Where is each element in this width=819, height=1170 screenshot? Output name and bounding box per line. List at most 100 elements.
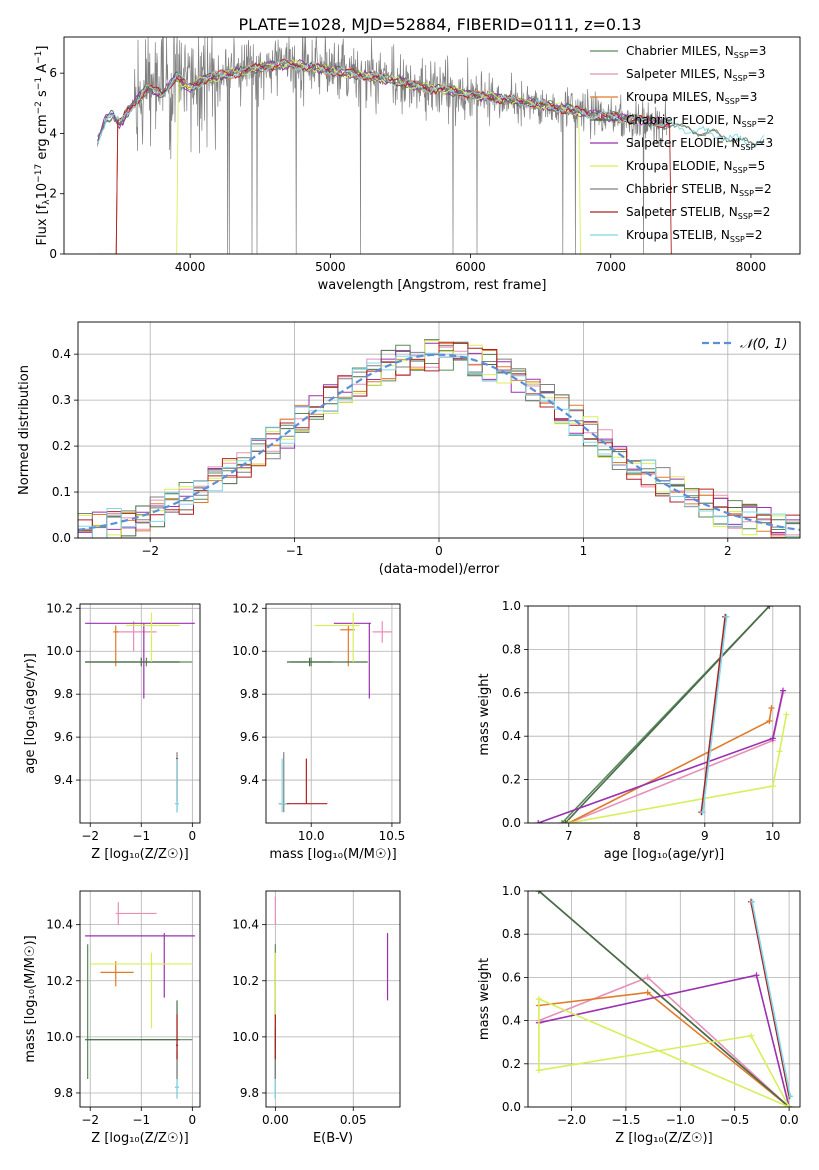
mass-weight-point bbox=[776, 748, 783, 755]
y-tick-label: 9.8 bbox=[240, 687, 259, 701]
x-axis-label: mass [log₁₀(M/M☉)] bbox=[269, 847, 396, 862]
mass-vs-ebv-plot: 0.00 0.05 9.8 10.0 10.2 10.4 E(B-V) bbox=[232, 890, 401, 1146]
axes-frame bbox=[527, 890, 801, 1108]
mass-weight-point bbox=[749, 898, 756, 905]
y-axis-label: Flux [fλ10−17 erg cm−2 s−1 A−1] bbox=[34, 46, 52, 246]
y-tick-label: 0.0 bbox=[502, 1100, 521, 1114]
y-tick-label: 9.8 bbox=[54, 1086, 73, 1100]
x-tick-label: 10.5 bbox=[379, 829, 406, 843]
mass-weight-point bbox=[769, 735, 776, 742]
axes-frame bbox=[63, 36, 801, 255]
normal-distribution-curve bbox=[78, 353, 800, 531]
x-tick-label: −1 bbox=[132, 829, 150, 843]
x-tick-label: −2 bbox=[81, 829, 99, 843]
x-tick-label: −1.0 bbox=[666, 1113, 695, 1127]
x-tick-label: 7000 bbox=[595, 260, 626, 274]
x-axis-label: Z [log₁₀(Z/Z☉)] bbox=[91, 1131, 188, 1146]
plot-area bbox=[535, 891, 794, 1107]
y-axis-label: mass weight bbox=[477, 958, 492, 1040]
x-tick-label: 0.00 bbox=[262, 1113, 289, 1127]
observed-spectrum-line bbox=[97, 37, 668, 254]
axes-frame bbox=[265, 890, 401, 1108]
mass-weight-series-line bbox=[568, 714, 788, 823]
mass-weight-point bbox=[535, 820, 542, 823]
legend-entry: Salpeter ELODIE, NSSP=3 bbox=[626, 136, 773, 152]
y-tick-label: 1.0 bbox=[502, 884, 521, 898]
residuals-histogram-plot: −2 −1 0 1 2 0.0 0.1 0.2 0.3 0.4 (data-model)/error… bbox=[17, 321, 801, 577]
y-axis-label: age [log₁₀(age/yr)] bbox=[23, 653, 38, 774]
legend-entry: Kroupa MILES, NSSP=3 bbox=[626, 90, 757, 106]
mass-weight-point bbox=[753, 972, 760, 979]
mass-weight-series-line bbox=[568, 707, 773, 823]
legend-entry: Kroupa ELODIE, NSSP=5 bbox=[626, 159, 765, 175]
x-tick-label: 7 bbox=[565, 829, 573, 843]
y-tick-label: 9.8 bbox=[54, 687, 73, 701]
y-tick-label: 10.0 bbox=[46, 1030, 73, 1044]
legend-entry: Salpeter STELIB, NSSP=2 bbox=[626, 205, 770, 221]
x-tick-label: 0.0 bbox=[780, 1113, 799, 1127]
mass-weight-vs-metallicity-plot: −2.0 −1.5 −1.0 −0.5 0.0 0.0 0.2 0.4 0.6 0.8 1.0 Z [… bbox=[477, 884, 801, 1146]
mass-weight-point bbox=[769, 783, 776, 790]
y-tick-label: 6 bbox=[49, 66, 57, 80]
mass-vs-metallicity-plot: −2 −1 0 9.8 10.0 10.2 10.4 Z [log₁₀(Z/Z☉)] mass … bbox=[23, 890, 201, 1146]
x-axis-label: (data-model)/error bbox=[379, 562, 500, 577]
plot-area bbox=[97, 37, 765, 254]
mass-weight-point bbox=[565, 820, 572, 823]
x-axis-label: wavelength [Angstrom, rest frame] bbox=[318, 278, 547, 293]
mass-weight-point bbox=[768, 704, 775, 711]
model-spectrum-line bbox=[97, 59, 670, 254]
mass-weight-series-line bbox=[700, 616, 726, 813]
x-tick-label: −2.0 bbox=[557, 1113, 586, 1127]
axes-frame bbox=[79, 603, 201, 824]
x-tick-label: 0 bbox=[435, 544, 443, 558]
mass-weight-point bbox=[787, 1093, 794, 1100]
mass-weight-series-line bbox=[564, 606, 770, 823]
y-tick-label: 10.0 bbox=[46, 644, 73, 658]
y-tick-label: 2 bbox=[49, 187, 57, 201]
x-axis-label: Z [log₁₀(Z/Z☉)] bbox=[615, 1131, 712, 1146]
x-tick-label: −1.5 bbox=[611, 1113, 640, 1127]
x-tick-label: 0 bbox=[189, 829, 197, 843]
y-tick-label: 0.1 bbox=[52, 485, 71, 499]
x-tick-label: 4000 bbox=[175, 260, 206, 274]
y-tick-label: 10.2 bbox=[46, 974, 73, 988]
x-tick-label: 0.05 bbox=[340, 1113, 367, 1127]
y-tick-label: 0.4 bbox=[502, 1014, 521, 1028]
x-tick-label: −0.5 bbox=[720, 1113, 749, 1127]
x-tick-label: 8 bbox=[633, 829, 641, 843]
mass-weight-point bbox=[786, 1104, 793, 1107]
x-tick-label: 10.0 bbox=[298, 829, 325, 843]
y-axis-label: mass weight bbox=[477, 673, 492, 755]
mass-weight-point bbox=[644, 974, 651, 981]
model-spectrum-line bbox=[97, 58, 764, 254]
x-tick-label: 1 bbox=[580, 544, 588, 558]
mass-weight-point bbox=[766, 718, 773, 725]
x-tick-label: 9 bbox=[701, 829, 709, 843]
age-vs-metallicity-plot: −2 −1 0 9.4 9.6 9.8 10.0 10.2 Z [log₁₀(Z/Z☉)] age… bbox=[23, 601, 201, 862]
x-axis-label: E(B-V) bbox=[313, 1131, 353, 1146]
y-axis-label: Normed distribution bbox=[17, 365, 32, 495]
mass-weight-point bbox=[699, 809, 706, 816]
axes-frame bbox=[527, 605, 801, 824]
y-tick-label: 9.8 bbox=[240, 1086, 259, 1100]
mass-weight-vs-age-plot: 7 8 9 10 0.0 0.2 0.4 0.6 0.8 1.0 age [log₁₀(age/yr… bbox=[477, 599, 801, 862]
y-tick-label: 0.8 bbox=[502, 642, 521, 656]
mass-weight-series-line bbox=[538, 974, 790, 1107]
mass-weight-point bbox=[783, 711, 790, 718]
mass-weight-series-line bbox=[702, 616, 728, 813]
x-tick-label: −2 bbox=[81, 1113, 99, 1127]
plot-area bbox=[278, 612, 392, 813]
y-tick-label: 10.4 bbox=[46, 918, 73, 932]
mass-weight-point bbox=[748, 1032, 755, 1039]
y-tick-label: 10.0 bbox=[232, 1030, 259, 1044]
y-tick-label: 0.0 bbox=[502, 816, 521, 830]
plot-area bbox=[85, 612, 195, 813]
legend-entry: Chabrier ELODIE, NSSP=2 bbox=[626, 113, 774, 129]
y-tick-label: 0.2 bbox=[502, 773, 521, 787]
x-tick-label: −1 bbox=[286, 544, 304, 558]
legend-entry: Chabrier STELIB, NSSP=2 bbox=[626, 182, 772, 198]
x-tick-label: 10 bbox=[765, 829, 780, 843]
y-tick-label: 9.4 bbox=[54, 773, 73, 787]
mass-weight-series-line bbox=[538, 976, 790, 1107]
